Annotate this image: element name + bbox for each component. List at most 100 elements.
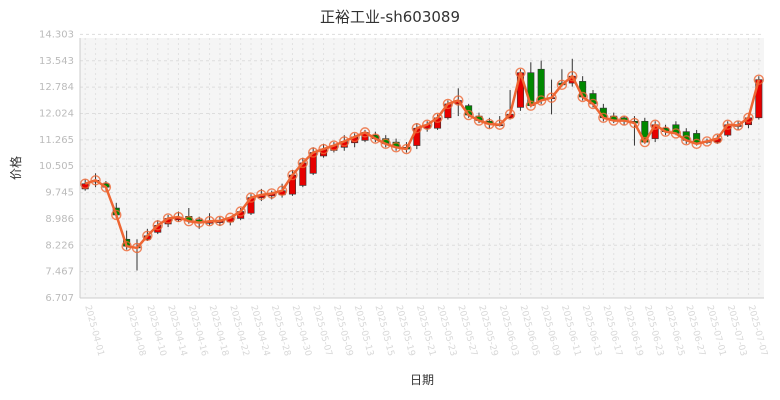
x-tick-label: 2025-05-15 (372, 304, 395, 357)
close-marker (256, 189, 267, 201)
x-tick-label: 2025-06-27 (683, 304, 706, 357)
y-tick-label: 14.303 (39, 29, 74, 40)
y-tick-label: 11.265 (39, 135, 74, 146)
x-tick-label: 2025-04-10 (144, 304, 167, 357)
y-tick-label: 6.707 (45, 293, 74, 304)
close-marker (421, 119, 433, 130)
close-marker (546, 92, 557, 103)
x-tick-label: 2025-06-19 (621, 304, 644, 357)
close-marker (162, 213, 174, 224)
x-tick-label: 2025-06-11 (559, 304, 582, 357)
close-marker (743, 112, 754, 124)
candles (81, 58, 763, 271)
x-tick-label: 2025-06-09 (538, 304, 561, 357)
x-tick-label: 2025-06-05 (518, 304, 541, 357)
close-marker (473, 115, 485, 126)
x-tick-label: 2025-07-03 (725, 304, 748, 357)
close-marker (494, 119, 505, 130)
close-marker (339, 136, 350, 147)
close-marker (598, 112, 609, 124)
close-marker (660, 126, 671, 137)
close-marker (753, 74, 765, 85)
close-marker (401, 143, 412, 155)
close-marker (111, 209, 122, 221)
x-tick-label: 2025-05-13 (352, 304, 375, 357)
y-tick-label: 12.024 (39, 109, 74, 120)
close-marker (453, 95, 464, 106)
close-markers (79, 67, 765, 254)
close-marker (359, 127, 371, 138)
grid-lines (79, 33, 764, 299)
x-tick-label: 2025-04-24 (248, 304, 271, 357)
plot-area (80, 38, 764, 298)
close-marker (411, 123, 423, 134)
close-marker (380, 138, 391, 150)
x-tick-label: 2025-06-13 (580, 304, 603, 357)
close-marker (245, 192, 257, 203)
close-marker (670, 128, 682, 139)
close-marker (442, 98, 454, 110)
y-tick-label: 13.543 (39, 56, 74, 67)
close-marker (535, 95, 547, 106)
close-marker (691, 138, 702, 150)
close-marker (193, 217, 205, 228)
close-marker (463, 109, 474, 121)
close-marker (515, 67, 526, 78)
y-axis-label: 价格 (8, 156, 23, 180)
x-tick-label: 2025-05-21 (414, 304, 437, 357)
y-tick-label: 9.745 (45, 188, 74, 199)
close-marker (287, 169, 298, 181)
close-marker (370, 133, 381, 144)
close-marker (649, 119, 661, 130)
close-marker (214, 215, 226, 227)
close-marker (349, 131, 360, 143)
close-marker (432, 112, 443, 124)
y-tick-label: 8.986 (45, 214, 74, 225)
x-tick-label: 2025-04-22 (227, 304, 250, 357)
close-marker (152, 220, 163, 231)
x-axis-ticks: 2025-04-01 2025-04-082025-04-102025-04-14… (82, 304, 768, 357)
close-marker (587, 98, 599, 110)
y-tick-label: 10.505 (39, 161, 74, 172)
chart-title: 正裕工业-sh603089 (320, 8, 460, 26)
x-tick-label: 2025-05-27 (455, 304, 478, 357)
y-tick-label: 7.467 (45, 267, 74, 278)
close-marker (276, 185, 288, 196)
close-marker (204, 216, 215, 227)
close-marker (328, 140, 340, 151)
close-marker (266, 188, 277, 199)
close-marker (390, 142, 402, 153)
close-marker (225, 212, 236, 223)
close-marker (235, 206, 246, 217)
close-marker (318, 143, 329, 155)
close-marker (307, 147, 319, 158)
x-tick-label: 2025-06-25 (663, 304, 686, 357)
x-tick-label: 2025-04-01 (82, 304, 105, 357)
x-tick-label: 2025-04-08 (124, 304, 147, 357)
y-tick-label: 8.226 (45, 240, 74, 251)
x-tick-label: 2025-05-09 (331, 304, 354, 357)
close-marker (556, 79, 568, 91)
close-marker (567, 70, 578, 82)
x-tick-label: 2025-04-18 (207, 304, 230, 357)
y-axis-ticks: 6.707 7.467 8.226 8.986 9.745 10.505 11.265 12.… (39, 29, 74, 304)
close-marker (525, 100, 537, 111)
close-marker (142, 230, 153, 241)
close-marker (722, 119, 733, 130)
x-tick-label: 2025-05-19 (393, 304, 416, 357)
candle-up (755, 79, 763, 119)
close-marker (577, 91, 588, 103)
close-marker (629, 117, 640, 129)
close-marker (639, 136, 651, 148)
close-marker (297, 157, 309, 169)
close-marker (618, 115, 630, 126)
x-tick-label: 2025-06-23 (642, 304, 665, 357)
x-tick-label: 2025-05-29 (476, 304, 499, 357)
close-line-layer (84, 71, 761, 250)
close-marker (121, 240, 132, 252)
close-marker (79, 178, 91, 189)
x-axis-label: 日期 (410, 373, 434, 387)
close-price-line (84, 71, 761, 250)
close-marker (183, 216, 195, 227)
